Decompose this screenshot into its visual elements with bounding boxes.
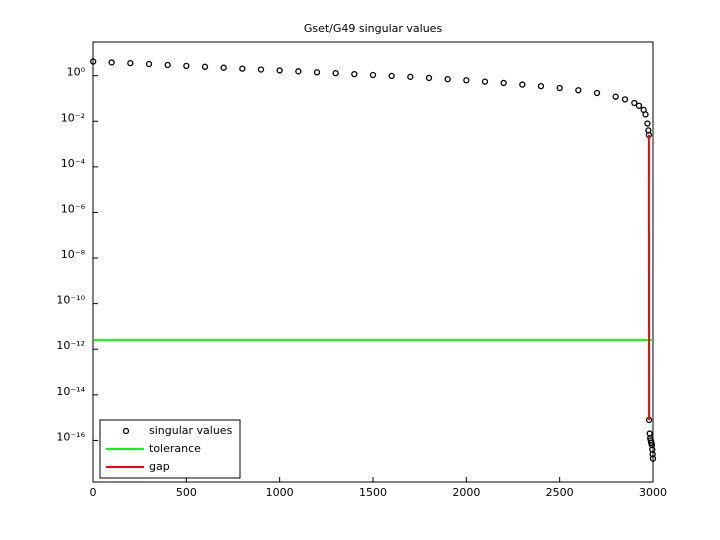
data-point (519, 81, 526, 88)
data-point (127, 59, 134, 67)
data-point (444, 75, 451, 83)
y-tick-label: 10⁰ (67, 66, 86, 79)
y-tick-label: 10⁻¹⁶ (56, 430, 85, 443)
data-point (407, 73, 414, 80)
data-point (313, 69, 321, 76)
data-point (201, 63, 209, 70)
x-tick-label: 0 (90, 486, 97, 499)
data-point (351, 70, 358, 78)
data-point (295, 68, 302, 75)
legend-label: singular values (149, 424, 233, 437)
data-point (481, 78, 489, 85)
y-tick-label: 10⁻⁸ (61, 248, 86, 261)
legend-label: gap (149, 460, 170, 473)
data-point (537, 83, 545, 90)
legend-label: tolerance (149, 442, 201, 455)
data-point (388, 72, 395, 80)
y-tick-label: 10⁻¹² (56, 339, 85, 352)
data-point (631, 99, 638, 107)
data-point (257, 66, 265, 73)
data-point (239, 65, 246, 72)
data-point (642, 111, 649, 118)
data-point (612, 93, 619, 100)
x-tick-label: 3000 (639, 486, 667, 499)
y-tick-label: 10⁻¹⁴ (56, 385, 85, 398)
data-point (145, 60, 153, 68)
x-tick-label: 1500 (359, 486, 387, 499)
data-point (556, 84, 563, 92)
x-tick-label: 2000 (452, 486, 480, 499)
y-tick-label: 10⁻² (61, 111, 85, 124)
legend-marker (122, 427, 130, 435)
chart-title: Gset/G49 singular values (304, 22, 443, 35)
data-point (108, 59, 115, 66)
data-point (644, 120, 651, 127)
data-point (183, 62, 190, 70)
data-point (463, 77, 470, 84)
data-point (425, 74, 433, 82)
data-point (621, 96, 629, 103)
data-point (649, 455, 657, 462)
x-tick-label: 500 (176, 486, 197, 499)
data-point (635, 102, 643, 109)
data-point (369, 71, 377, 79)
data-point (593, 89, 601, 97)
y-tick-label: 10⁻⁶ (61, 202, 86, 215)
data-point (332, 70, 339, 77)
x-tick-label: 2500 (546, 486, 574, 499)
data-point (575, 87, 582, 94)
data-point (220, 64, 227, 71)
x-tick-label: 1000 (266, 486, 294, 499)
data-point (164, 61, 171, 69)
data-point (500, 79, 507, 87)
y-tick-label: 10⁻⁴ (61, 157, 86, 170)
data-point (276, 67, 283, 74)
data-point (90, 58, 97, 65)
y-tick-label: 10⁻¹⁰ (56, 294, 85, 307)
